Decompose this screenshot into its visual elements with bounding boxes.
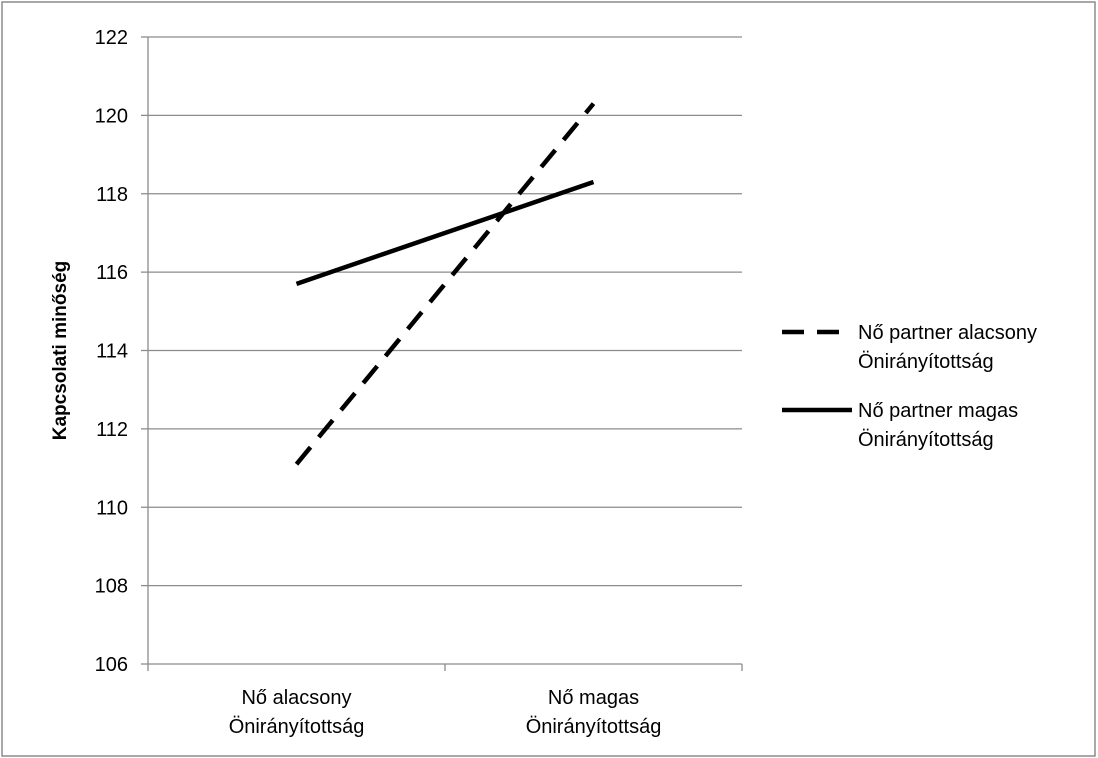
legend: Nő partner alacsony Önirányítottság Nő par… bbox=[782, 322, 1037, 451]
y-tick-label: 114 bbox=[96, 341, 128, 363]
series-line-2 bbox=[295, 179, 595, 287]
axes bbox=[147, 37, 742, 665]
y-tick-label: 118 bbox=[96, 184, 128, 206]
legend-label: Nő partner magas Önirányítottság bbox=[858, 400, 1018, 451]
gridlines bbox=[141, 36, 743, 671]
series-lines bbox=[294, 102, 596, 466]
y-tick-label: 122 bbox=[95, 27, 128, 49]
x-tick-label: Nő alacsony Önirányítottság bbox=[229, 687, 365, 738]
legend-label: Nő partner alacsony Önirányítottság bbox=[858, 322, 1037, 373]
y-tick-labels: 106 108 110 112 114 116 118 120 122 bbox=[95, 27, 128, 676]
series-line-1 bbox=[294, 102, 596, 466]
y-tick-label: 108 bbox=[95, 576, 128, 598]
y-tick-label: 106 bbox=[95, 654, 128, 676]
y-tick-label: 110 bbox=[96, 497, 128, 519]
y-tick-label: 120 bbox=[95, 105, 128, 127]
y-tick-label: 116 bbox=[96, 262, 128, 284]
y-tick-label: 112 bbox=[96, 419, 128, 441]
x-tick-labels: Nő alacsony Önirányítottság Nő magas Önirán… bbox=[229, 687, 662, 738]
x-tick-label: Nő magas Önirányítottság bbox=[526, 687, 662, 738]
y-axis-title: Kapcsolati minőség bbox=[50, 261, 71, 441]
